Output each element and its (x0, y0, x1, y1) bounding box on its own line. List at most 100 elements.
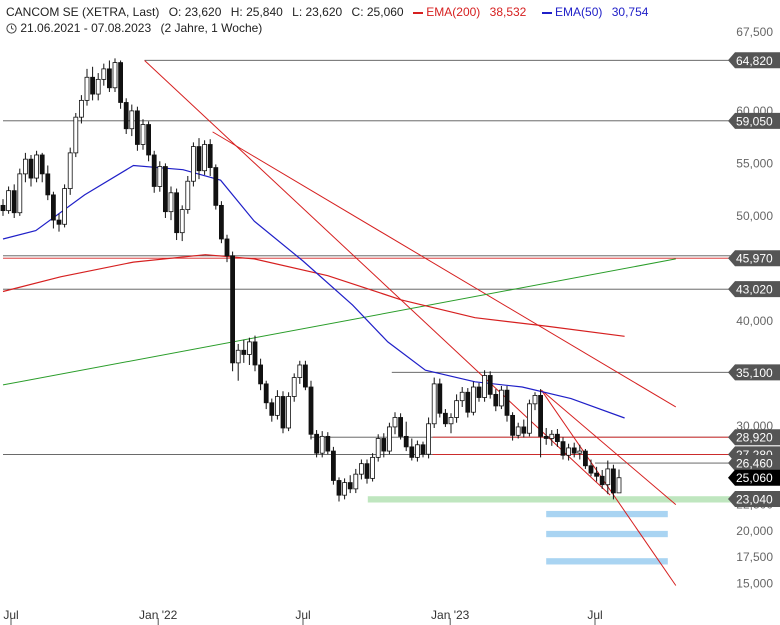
candle (566, 443, 571, 461)
candle-body-down (146, 124, 152, 156)
candle (583, 448, 588, 469)
candle-body-down (207, 144, 213, 168)
candle (112, 58, 118, 92)
candle-body-down (51, 194, 56, 221)
candle (504, 385, 510, 422)
candle (330, 446, 336, 485)
candle-body-down (487, 375, 493, 395)
candle (437, 378, 443, 418)
candle-body-down (302, 364, 308, 388)
candle-body-up (577, 450, 583, 454)
candle-body-down (571, 447, 577, 454)
candle-body-up (84, 76, 90, 101)
candle (179, 205, 185, 242)
y-tick-label: 20,000 (736, 524, 773, 538)
candle-body-up (370, 456, 376, 479)
candle-body-down (258, 364, 264, 385)
candle (39, 152, 45, 183)
y-tick-label: 15,000 (736, 576, 773, 590)
candle (45, 165, 51, 201)
candle-body-up (179, 209, 185, 234)
candle (196, 138, 202, 180)
candle (28, 154, 34, 187)
candle-body-up (459, 391, 465, 402)
candle (174, 188, 180, 241)
candle (224, 234, 230, 263)
y-tick-label: 17,500 (736, 550, 773, 564)
price-label: 25,060 (728, 469, 780, 486)
price-label-tag (728, 429, 780, 446)
candle-body-up (616, 477, 622, 494)
candle-body-down (588, 465, 594, 474)
candle-body-down (599, 475, 605, 486)
candle (252, 335, 258, 372)
candle (6, 186, 11, 214)
candle-body-up (140, 124, 146, 145)
price-zone (546, 510, 668, 518)
candle-body-down (381, 438, 387, 452)
price-label-text: 35,100 (736, 366, 773, 380)
chart-title: CANCOM SE (XETRA, Last) (6, 5, 160, 19)
price-zone (367, 496, 780, 503)
candle-body-down (56, 219, 62, 225)
candle (347, 475, 353, 494)
candle (34, 150, 39, 183)
trend-line (212, 131, 677, 408)
candle-body-down (476, 386, 482, 398)
candle (538, 389, 543, 458)
candle-body-down (162, 166, 168, 213)
low-value: L: 23,620 (292, 5, 343, 19)
x-tick-label: Jul (295, 608, 310, 622)
candle-body-down (465, 391, 471, 413)
candle-body-up (112, 62, 118, 89)
candle (560, 437, 566, 460)
trend-line (144, 60, 611, 496)
candle (549, 430, 555, 446)
candle (230, 251, 236, 372)
candle (325, 432, 331, 455)
candle-body-down (0, 204, 6, 212)
candle-body-up (549, 433, 555, 439)
candle (297, 360, 303, 384)
trend-line (2, 258, 676, 386)
candle-body-down (241, 349, 247, 355)
candle-body-down (555, 433, 560, 443)
candle-body-down (269, 402, 275, 416)
candle-body-up (566, 447, 571, 456)
candle (588, 459, 594, 477)
candle-body-down (90, 76, 95, 95)
candle (101, 63, 107, 86)
candle-body-down (420, 444, 426, 455)
price-label-tag (728, 52, 780, 69)
candle-body-up (297, 364, 303, 378)
candle-body-up (426, 423, 432, 455)
candle (263, 380, 269, 410)
ema200-label: EMA(200) (426, 5, 481, 19)
candle (22, 152, 28, 183)
candle (314, 430, 320, 458)
candle-body-up (79, 99, 84, 118)
candle (17, 168, 23, 216)
candle (140, 119, 146, 150)
candle-body-down (218, 204, 224, 240)
candle (555, 429, 560, 447)
candle-body-down (437, 383, 443, 414)
price-label: 35,100 (728, 364, 780, 381)
price-zone (546, 558, 668, 565)
candle (431, 377, 437, 428)
candle (599, 469, 605, 489)
candle-body-up (414, 444, 420, 458)
chart-date-range: 21.06.2021 - 07.08.2023 (2 Jahre, 1 Woch… (6, 21, 268, 35)
trendlines-layer (2, 60, 677, 586)
candle (476, 382, 482, 402)
candle-body-up (392, 417, 398, 428)
price-label-text: 28,920 (736, 431, 773, 445)
candle-body-up (482, 375, 488, 398)
candle-body-down (45, 173, 51, 196)
candle-body-down (583, 450, 588, 467)
candle (414, 440, 420, 462)
candle-body-up (168, 192, 174, 213)
candle (107, 60, 112, 92)
candle (409, 438, 415, 461)
ema200-line (2, 254, 625, 337)
